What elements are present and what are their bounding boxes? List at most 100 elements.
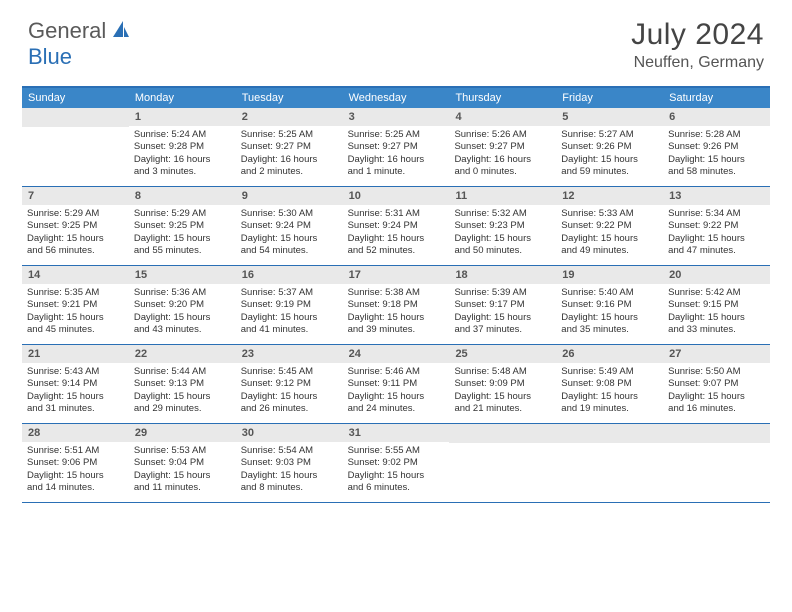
day-line: and 37 minutes.: [454, 324, 551, 336]
day-body: Sunrise: 5:48 AMSunset: 9:09 PMDaylight:…: [449, 363, 556, 420]
day-line: Sunset: 9:25 PM: [134, 220, 231, 232]
empty-day-bar: [663, 424, 770, 443]
day-line: and 52 minutes.: [348, 245, 445, 257]
day-number: 5: [556, 108, 663, 126]
day-line: Sunset: 9:08 PM: [561, 378, 658, 390]
empty-day-bar: [22, 108, 129, 127]
day-line: Sunrise: 5:55 AM: [348, 445, 445, 457]
day-number: 31: [343, 424, 450, 442]
day-line: Sunset: 9:09 PM: [454, 378, 551, 390]
day-line: Daylight: 15 hours: [134, 312, 231, 324]
day-line: Sunrise: 5:33 AM: [561, 208, 658, 220]
day-line: and 24 minutes.: [348, 403, 445, 415]
day-body: Sunrise: 5:35 AMSunset: 9:21 PMDaylight:…: [22, 284, 129, 341]
day-line: Daylight: 15 hours: [241, 470, 338, 482]
day-line: Daylight: 15 hours: [348, 233, 445, 245]
day-body: Sunrise: 5:25 AMSunset: 9:27 PMDaylight:…: [236, 126, 343, 183]
day-line: and 54 minutes.: [241, 245, 338, 257]
weekday-row: SundayMondayTuesdayWednesdayThursdayFrid…: [22, 88, 770, 108]
day-cell: 22Sunrise: 5:44 AMSunset: 9:13 PMDayligh…: [129, 345, 236, 423]
day-cell: 20Sunrise: 5:42 AMSunset: 9:15 PMDayligh…: [663, 266, 770, 344]
day-line: and 14 minutes.: [27, 482, 124, 494]
day-cell: 27Sunrise: 5:50 AMSunset: 9:07 PMDayligh…: [663, 345, 770, 423]
day-line: Sunrise: 5:36 AM: [134, 287, 231, 299]
day-number: 2: [236, 108, 343, 126]
day-line: Sunset: 9:25 PM: [27, 220, 124, 232]
day-line: Sunrise: 5:24 AM: [134, 129, 231, 141]
day-line: Daylight: 15 hours: [27, 470, 124, 482]
day-line: Sunrise: 5:43 AM: [27, 366, 124, 378]
day-body: Sunrise: 5:40 AMSunset: 9:16 PMDaylight:…: [556, 284, 663, 341]
day-body: Sunrise: 5:39 AMSunset: 9:17 PMDaylight:…: [449, 284, 556, 341]
day-line: Sunrise: 5:49 AM: [561, 366, 658, 378]
day-line: Daylight: 15 hours: [27, 312, 124, 324]
week-row: 28Sunrise: 5:51 AMSunset: 9:06 PMDayligh…: [22, 424, 770, 503]
day-body: Sunrise: 5:36 AMSunset: 9:20 PMDaylight:…: [129, 284, 236, 341]
empty-day-bar: [556, 424, 663, 443]
day-line: and 43 minutes.: [134, 324, 231, 336]
day-line: and 11 minutes.: [134, 482, 231, 494]
day-line: and 0 minutes.: [454, 166, 551, 178]
week-row: 7Sunrise: 5:29 AMSunset: 9:25 PMDaylight…: [22, 187, 770, 266]
week-row: 14Sunrise: 5:35 AMSunset: 9:21 PMDayligh…: [22, 266, 770, 345]
day-number: 21: [22, 345, 129, 363]
day-line: Sunset: 9:17 PM: [454, 299, 551, 311]
day-cell: 16Sunrise: 5:37 AMSunset: 9:19 PMDayligh…: [236, 266, 343, 344]
weekday-header: Monday: [129, 88, 236, 108]
day-line: Sunrise: 5:42 AM: [668, 287, 765, 299]
day-line: Daylight: 15 hours: [134, 391, 231, 403]
weekday-header: Sunday: [22, 88, 129, 108]
day-line: and 8 minutes.: [241, 482, 338, 494]
day-line: Daylight: 15 hours: [348, 312, 445, 324]
day-line: Daylight: 15 hours: [561, 233, 658, 245]
day-line: Daylight: 15 hours: [454, 233, 551, 245]
day-line: Sunset: 9:19 PM: [241, 299, 338, 311]
day-body: Sunrise: 5:25 AMSunset: 9:27 PMDaylight:…: [343, 126, 450, 183]
logo-text-blue: Blue: [28, 44, 72, 69]
logo: General: [28, 18, 133, 44]
day-line: Sunset: 9:23 PM: [454, 220, 551, 232]
day-line: Daylight: 16 hours: [454, 154, 551, 166]
weekday-header: Tuesday: [236, 88, 343, 108]
day-cell: [22, 108, 129, 186]
weekday-header: Thursday: [449, 88, 556, 108]
day-line: Sunset: 9:21 PM: [27, 299, 124, 311]
calendar: SundayMondayTuesdayWednesdayThursdayFrid…: [22, 86, 770, 503]
day-cell: 18Sunrise: 5:39 AMSunset: 9:17 PMDayligh…: [449, 266, 556, 344]
day-line: and 55 minutes.: [134, 245, 231, 257]
day-line: Daylight: 15 hours: [241, 391, 338, 403]
day-line: and 2 minutes.: [241, 166, 338, 178]
empty-day-bar: [449, 424, 556, 443]
day-line: Sunset: 9:11 PM: [348, 378, 445, 390]
day-cell: 23Sunrise: 5:45 AMSunset: 9:12 PMDayligh…: [236, 345, 343, 423]
day-cell: 5Sunrise: 5:27 AMSunset: 9:26 PMDaylight…: [556, 108, 663, 186]
day-line: Sunset: 9:12 PM: [241, 378, 338, 390]
day-cell: 4Sunrise: 5:26 AMSunset: 9:27 PMDaylight…: [449, 108, 556, 186]
day-line: and 41 minutes.: [241, 324, 338, 336]
day-body: Sunrise: 5:30 AMSunset: 9:24 PMDaylight:…: [236, 205, 343, 262]
day-line: Daylight: 15 hours: [348, 391, 445, 403]
day-line: Sunrise: 5:38 AM: [348, 287, 445, 299]
day-number: 18: [449, 266, 556, 284]
day-cell: 11Sunrise: 5:32 AMSunset: 9:23 PMDayligh…: [449, 187, 556, 265]
day-cell: [556, 424, 663, 502]
day-line: Sunrise: 5:27 AM: [561, 129, 658, 141]
day-cell: 2Sunrise: 5:25 AMSunset: 9:27 PMDaylight…: [236, 108, 343, 186]
month-title: July 2024: [631, 18, 764, 52]
day-cell: 12Sunrise: 5:33 AMSunset: 9:22 PMDayligh…: [556, 187, 663, 265]
header: General July 2024 Neuffen, Germany: [0, 0, 792, 76]
day-line: and 56 minutes.: [27, 245, 124, 257]
day-line: Daylight: 15 hours: [668, 312, 765, 324]
weekday-header: Friday: [556, 88, 663, 108]
day-line: Sunset: 9:27 PM: [241, 141, 338, 153]
day-number: 16: [236, 266, 343, 284]
week-row: 1Sunrise: 5:24 AMSunset: 9:28 PMDaylight…: [22, 108, 770, 187]
day-line: and 21 minutes.: [454, 403, 551, 415]
day-line: Sunrise: 5:39 AM: [454, 287, 551, 299]
day-line: Daylight: 15 hours: [668, 233, 765, 245]
day-number: 3: [343, 108, 450, 126]
day-line: Daylight: 15 hours: [134, 233, 231, 245]
day-line: Sunset: 9:24 PM: [241, 220, 338, 232]
day-body: Sunrise: 5:45 AMSunset: 9:12 PMDaylight:…: [236, 363, 343, 420]
day-line: Sunset: 9:15 PM: [668, 299, 765, 311]
